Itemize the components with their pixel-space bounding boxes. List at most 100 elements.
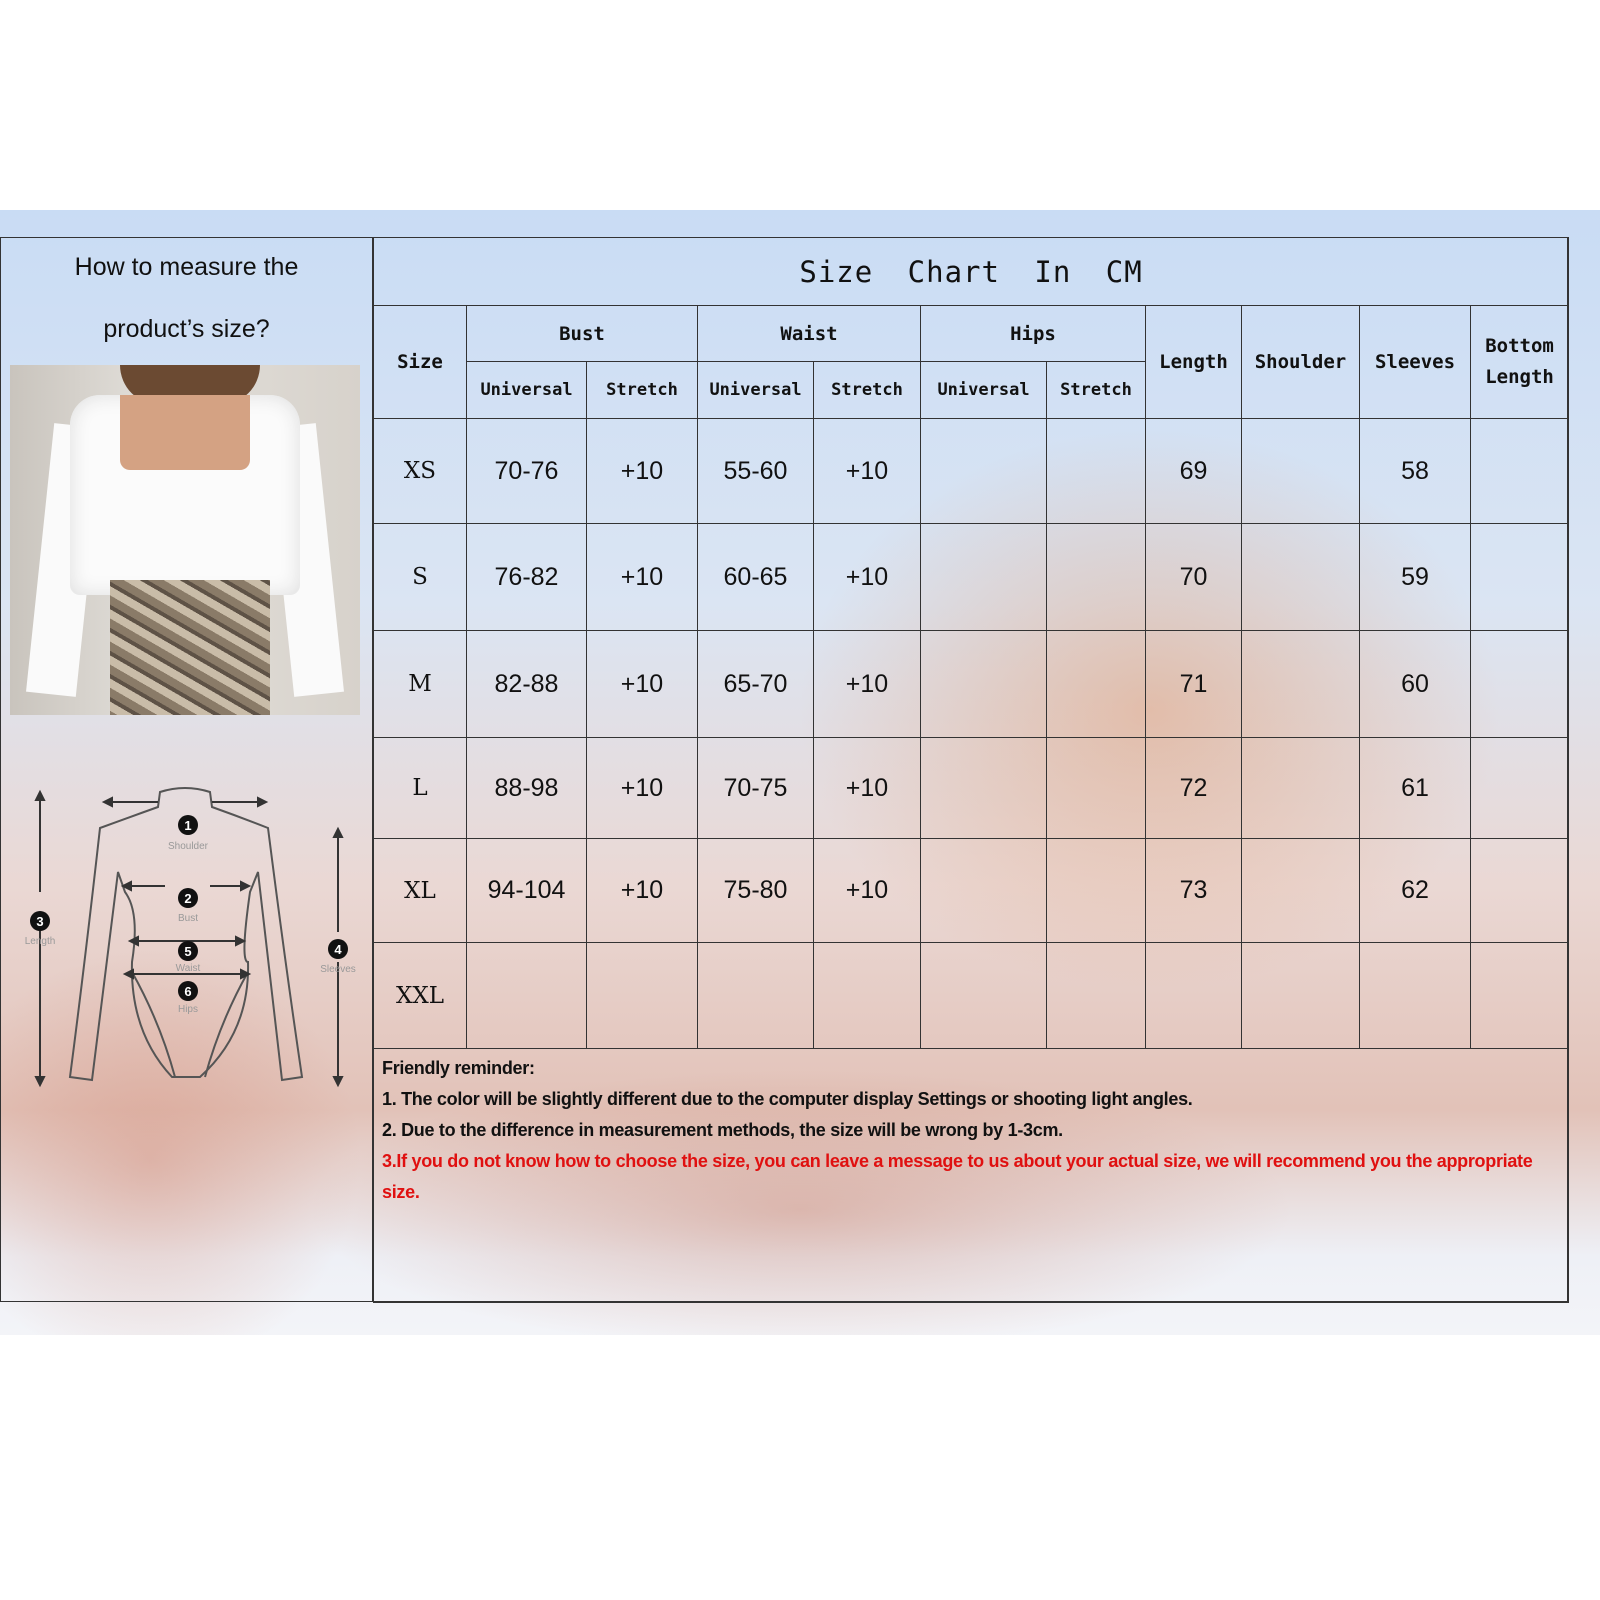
cell-waist-stretch: +10 bbox=[813, 630, 921, 738]
cell-hips-universal bbox=[920, 523, 1047, 631]
header-bust: Bust bbox=[466, 305, 698, 362]
header-shoulder: Shoulder bbox=[1241, 305, 1360, 419]
reminder-line-1: 1. The color will be slightly different … bbox=[382, 1089, 1193, 1109]
cell-bust-universal: 94-104 bbox=[466, 838, 587, 943]
cell-waist-universal: 60-65 bbox=[697, 523, 814, 631]
header-waist: Waist bbox=[697, 305, 921, 362]
cell-bust-universal: 70-76 bbox=[466, 418, 587, 524]
cell-length: 70 bbox=[1145, 523, 1242, 631]
cell-waist-universal: 65-70 bbox=[697, 630, 814, 738]
cell-waist-stretch: +10 bbox=[813, 418, 921, 524]
cell-waist-universal bbox=[697, 942, 814, 1049]
cell-size: S bbox=[373, 523, 467, 631]
cell-hips-stretch bbox=[1046, 838, 1146, 943]
cell-bottom-length bbox=[1469, 630, 1570, 738]
cell-size: M bbox=[373, 630, 467, 738]
subheader-waist-stretch: Stretch bbox=[813, 361, 921, 419]
size-row-s: S 76-82 +10 60-65 +10 70 59 bbox=[373, 523, 1570, 631]
cell-hips-stretch bbox=[1046, 737, 1146, 839]
cell-waist-universal: 70-75 bbox=[697, 737, 814, 839]
size-row-l: L 88-98 +10 70-75 +10 72 61 bbox=[373, 737, 1570, 839]
bust-label: Bust bbox=[178, 913, 198, 924]
measure-guide-panel: How to measure the product’s size? 1 S bbox=[0, 237, 373, 1302]
measurement-diagram: 1 Shoulder 2 Bust 3 Length 4 Sleeves 5 W… bbox=[25, 787, 356, 1088]
cell-bottom-length bbox=[1469, 418, 1570, 524]
cell-shoulder bbox=[1241, 523, 1360, 631]
subheader-bust-universal: Universal bbox=[466, 361, 587, 419]
cell-hips-stretch bbox=[1046, 942, 1146, 1049]
length-label: Length bbox=[25, 936, 56, 947]
size-row-xxl: XXL bbox=[373, 942, 1570, 1049]
cell-bust-stretch: +10 bbox=[586, 523, 698, 631]
shoulder-num: 1 bbox=[184, 818, 191, 833]
cell-sleeves: 61 bbox=[1359, 737, 1471, 839]
subheader-hips-universal: Universal bbox=[920, 361, 1047, 419]
reminder-heading: Friendly reminder: bbox=[382, 1058, 535, 1078]
bust-num: 2 bbox=[184, 891, 191, 906]
size-row-xl: XL 94-104 +10 75-80 +10 73 62 bbox=[373, 838, 1570, 943]
cell-waist-stretch: +10 bbox=[813, 737, 921, 839]
cell-size: XS bbox=[373, 418, 467, 524]
cell-bust-universal: 88-98 bbox=[466, 737, 587, 839]
cell-sleeves: 59 bbox=[1359, 523, 1471, 631]
hips-num: 6 bbox=[184, 984, 191, 999]
cell-waist-stretch: +10 bbox=[813, 838, 921, 943]
cell-hips-universal bbox=[920, 418, 1047, 524]
cell-bust-stretch: +10 bbox=[586, 737, 698, 839]
header-length: Length bbox=[1145, 305, 1242, 419]
guide-title-line1: How to measure the bbox=[74, 253, 299, 281]
cell-shoulder bbox=[1241, 838, 1360, 943]
cell-size: XL bbox=[373, 838, 467, 943]
cell-bust-universal: 76-82 bbox=[466, 523, 587, 631]
size-chart-table: Size Chart In CM Size Bust Waist Hips Le… bbox=[372, 237, 1570, 1303]
cell-shoulder bbox=[1241, 630, 1360, 738]
cell-shoulder bbox=[1241, 942, 1360, 1049]
subheader-waist-universal: Universal bbox=[697, 361, 814, 419]
size-row-xs: XS 70-76 +10 55-60 +10 69 58 bbox=[373, 418, 1570, 524]
cell-length bbox=[1145, 942, 1242, 1049]
cell-shoulder bbox=[1241, 418, 1360, 524]
waist-label: Waist bbox=[176, 963, 201, 974]
reminder-line-3: 3.If you do not know how to choose the s… bbox=[382, 1151, 1533, 1202]
cell-bust-universal: 82-88 bbox=[466, 630, 587, 738]
cell-waist-stretch: +10 bbox=[813, 523, 921, 631]
cell-bust-stretch: +10 bbox=[586, 630, 698, 738]
cell-sleeves: 62 bbox=[1359, 838, 1471, 943]
length-num: 3 bbox=[36, 914, 43, 929]
cell-hips-stretch bbox=[1046, 418, 1146, 524]
cell-sleeves: 60 bbox=[1359, 630, 1471, 738]
header-sleeves: Sleeves bbox=[1359, 305, 1471, 419]
size-row-m: M 82-88 +10 65-70 +10 71 60 bbox=[373, 630, 1570, 738]
subheader-hips-stretch: Stretch bbox=[1046, 361, 1146, 419]
cell-length: 71 bbox=[1145, 630, 1242, 738]
cell-hips-stretch bbox=[1046, 630, 1146, 738]
product-photo bbox=[10, 365, 360, 715]
waist-num: 5 bbox=[184, 944, 191, 959]
cell-bottom-length bbox=[1469, 523, 1570, 631]
chart-title: Size Chart In CM bbox=[372, 237, 1570, 306]
cell-bust-stretch: +10 bbox=[586, 838, 698, 943]
cell-bust-stretch: +10 bbox=[586, 418, 698, 524]
size-rows: XS 70-76 +10 55-60 +10 69 58 S 76-82 +10 60-65 +10 7… bbox=[373, 418, 1570, 1049]
cell-bust-universal bbox=[466, 942, 587, 1049]
header-size: Size bbox=[373, 305, 467, 419]
cell-size: L bbox=[373, 737, 467, 839]
cell-sleeves: 58 bbox=[1359, 418, 1471, 524]
cell-length: 72 bbox=[1145, 737, 1242, 839]
guide-title-line2: product’s size? bbox=[103, 315, 270, 343]
shoulder-label: Shoulder bbox=[168, 841, 209, 852]
cell-size: XXL bbox=[373, 942, 467, 1049]
cell-hips-universal bbox=[920, 942, 1047, 1049]
cell-waist-universal: 55-60 bbox=[697, 418, 814, 524]
cell-hips-universal bbox=[920, 737, 1047, 839]
hips-label: Hips bbox=[178, 1004, 198, 1015]
cell-bottom-length bbox=[1469, 942, 1570, 1049]
cell-waist-universal: 75-80 bbox=[697, 838, 814, 943]
subheader-bust-stretch: Stretch bbox=[586, 361, 698, 419]
cell-hips-universal bbox=[920, 630, 1047, 738]
cell-hips-universal bbox=[920, 838, 1047, 943]
cell-bottom-length bbox=[1469, 737, 1570, 839]
sleeves-label: Sleeves bbox=[320, 964, 356, 975]
cell-bust-stretch bbox=[586, 942, 698, 1049]
cell-hips-stretch bbox=[1046, 523, 1146, 631]
